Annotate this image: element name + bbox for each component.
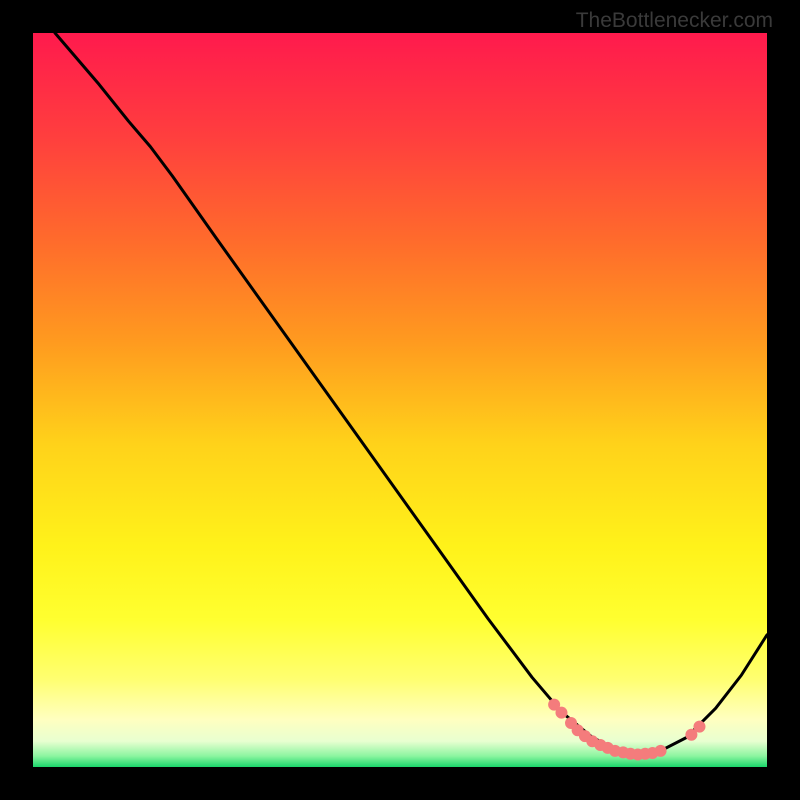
plot-background — [33, 33, 767, 767]
marker-dot — [555, 707, 567, 719]
marker-dot — [655, 745, 667, 757]
chart-svg — [0, 0, 800, 800]
chart-stage: TheBottlenecker.com — [0, 0, 800, 800]
marker-dot — [693, 721, 705, 733]
